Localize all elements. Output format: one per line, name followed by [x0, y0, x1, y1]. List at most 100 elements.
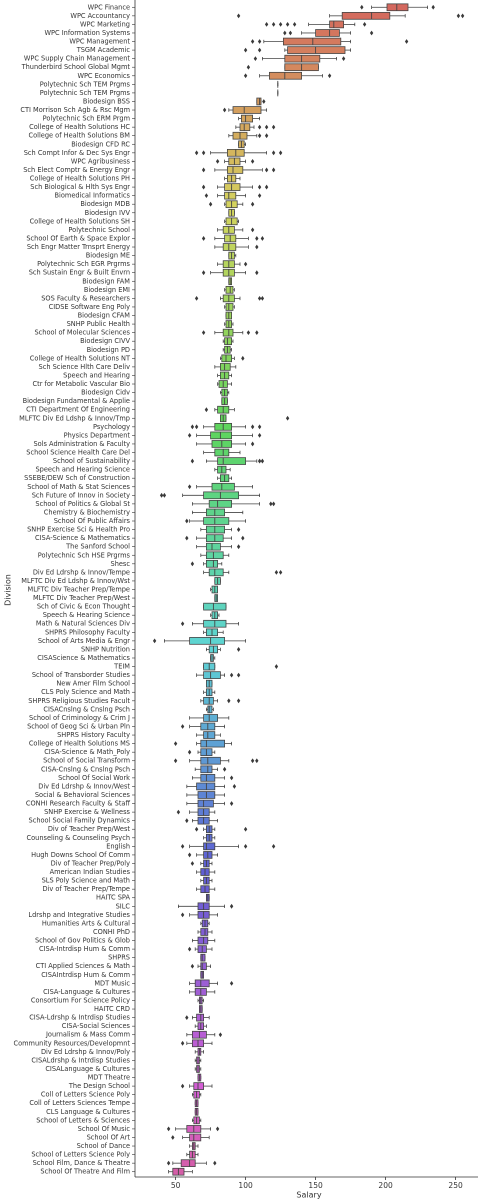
box	[207, 705, 213, 714]
outlier	[243, 843, 248, 849]
y-tick-label: CISA-Science & Mathematics	[35, 534, 131, 542]
outlier	[236, 13, 241, 19]
y-tick-label: Div Ed Ldrshp & Innov/Poly	[41, 1048, 130, 1056]
y-tick-label: College of Health Solutions PH	[30, 175, 130, 183]
outlier	[362, 22, 367, 27]
y-tick-label: Biodesign Cidv	[81, 389, 130, 397]
outlier	[166, 1126, 171, 1132]
outlier	[278, 569, 283, 575]
box	[225, 303, 234, 311]
outlier	[187, 484, 192, 490]
y-tick-label: Sch of Civic & Econ Thought	[37, 603, 131, 611]
outlier	[229, 980, 234, 986]
y-tick-label: SNHP Nutrition	[81, 645, 130, 653]
box	[200, 962, 207, 971]
y-tick-label: WPC Information Systems	[45, 29, 131, 37]
outlier	[187, 946, 192, 952]
outlier	[271, 501, 276, 507]
y-tick-label: Biodesign ME	[86, 252, 130, 260]
outlier	[341, 56, 346, 62]
y-tick-label: School of Gov Politics & Glob	[35, 937, 130, 945]
y-tick-label: MLFTC Div Ed Ldshp & Innov/Wst	[21, 577, 130, 585]
outlier	[271, 843, 276, 849]
y-tick-label: Biodesign IVV	[85, 209, 131, 217]
y-tick-label: Coll of Letters Sciences Tempe	[29, 1099, 130, 1107]
box	[205, 508, 225, 517]
y-tick-label: School Of Art	[87, 1133, 131, 1141]
box	[203, 671, 221, 679]
box	[208, 568, 224, 577]
y-tick-label: Biodesign CIVV	[80, 337, 130, 345]
outlier	[257, 458, 262, 464]
y-tick-label: HAITC CRD	[94, 1005, 130, 1013]
y-tick-label: Biodesign EMI	[84, 286, 130, 294]
y-tick-label: American Indian Studies	[50, 868, 131, 876]
outlier	[180, 1083, 185, 1089]
y-tick-label: School Of Music	[78, 1125, 131, 1133]
box	[203, 842, 216, 851]
box	[224, 191, 237, 200]
outlier	[194, 150, 199, 156]
outlier	[166, 1160, 171, 1166]
outlier	[190, 424, 195, 430]
x-tick-label: 100	[238, 1181, 253, 1190]
outlier	[190, 861, 195, 866]
y-tick-label: Biodesign CFD RC	[71, 140, 130, 148]
y-tick-label: Sch Elect Comptr & Energy Engr	[23, 166, 130, 174]
y-tick-label: Biodesign CFAM	[78, 312, 131, 320]
outlier	[241, 355, 245, 361]
box	[232, 106, 262, 114]
box	[203, 714, 219, 722]
box	[211, 482, 235, 491]
box	[225, 286, 234, 294]
y-tick-label: Polytechnic School	[68, 226, 130, 234]
y-tick-label: Polytechnic Sch TEM Prgms	[40, 80, 131, 88]
box	[196, 1013, 205, 1022]
y-tick-label: SHPRS Philosophy Faculty	[45, 628, 130, 636]
box	[226, 166, 244, 174]
outlier	[250, 758, 255, 764]
outlier	[241, 535, 245, 541]
box	[239, 123, 251, 131]
outlier	[236, 647, 241, 652]
y-tick-label: HAITC SPA	[96, 894, 130, 902]
outlier	[187, 432, 192, 438]
box	[205, 559, 218, 568]
y-tick-label: WPC Supply Chain Management	[24, 55, 131, 63]
outlier	[180, 724, 185, 729]
y-tick-label: SHPRS History Faculty	[57, 731, 130, 739]
y-tick-label: Social & Behavioral Sciences	[35, 791, 131, 799]
y-tick-label: Thunderbird School Global Mgmt	[21, 63, 131, 71]
outlier	[162, 492, 167, 498]
y-tick-label: CISA-Social Sciences	[62, 1022, 131, 1030]
box	[203, 731, 216, 739]
y-tick-label: Journalism & Mass Comm	[45, 1031, 130, 1039]
outlier	[250, 39, 255, 44]
y-tick-label: Sch Future of Innov in Society	[32, 491, 130, 499]
box	[203, 491, 240, 500]
outlier	[274, 664, 279, 669]
y-tick-label: College of Health Solutions HC	[29, 123, 130, 131]
box	[196, 782, 216, 791]
outlier	[243, 47, 248, 53]
outlier	[243, 261, 248, 267]
y-tick-label: School of Politics & Global St	[35, 500, 130, 508]
y-tick-label: SLS Poly Science and Math	[42, 877, 130, 885]
y-tick-label: TEIM	[113, 663, 130, 671]
y-tick-label: Ctr for Metabolic Vascular Bio	[33, 380, 130, 388]
outlier	[271, 124, 276, 130]
outlier	[208, 201, 213, 207]
outlier	[250, 424, 255, 430]
outlier	[194, 424, 199, 430]
outlier	[257, 47, 262, 53]
box	[315, 29, 340, 37]
box	[341, 12, 391, 20]
outlier	[264, 184, 269, 190]
outlier	[243, 73, 248, 79]
box	[224, 337, 233, 346]
outlier	[271, 150, 276, 156]
outlier	[255, 270, 259, 276]
x-tick-label: 250	[448, 1181, 463, 1190]
y-tick-label: The Design School	[68, 1082, 130, 1090]
outlier	[227, 698, 231, 704]
